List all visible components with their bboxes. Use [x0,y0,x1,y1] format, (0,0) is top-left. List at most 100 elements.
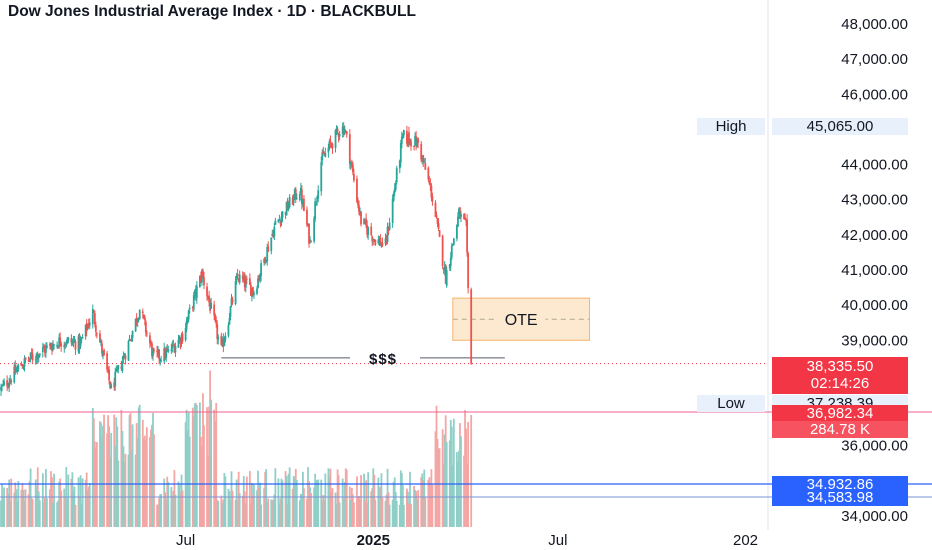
candle-body [187,310,190,320]
candle-body [44,346,47,353]
candle-body [185,320,188,330]
volume-bar [271,500,274,527]
volume-bar [244,503,247,527]
candle-body [359,210,361,212]
candle [143,315,146,326]
candle [158,348,160,364]
candle [363,217,365,225]
candle [127,340,130,362]
candle [57,345,60,349]
volume-bar [428,477,431,527]
candle [7,382,10,389]
volume-bar [209,370,211,527]
candle [408,126,410,148]
candle-body [327,147,330,153]
y-tick-label: 46,000.00 [841,86,908,103]
candle [238,270,241,285]
candle-body [57,346,60,348]
candle-body [217,336,220,340]
candle-body [66,338,69,344]
candle [342,122,345,137]
candle [49,342,51,350]
volume-bar [13,492,16,527]
candle-body [87,323,90,327]
candle-body [443,266,446,271]
volume-bar [329,468,332,527]
candle [249,282,252,297]
candle-body [238,274,241,283]
ote-label: OTE [505,312,538,329]
candle [63,341,66,353]
candle-body [227,324,230,336]
candle-body [127,340,130,361]
candle-body [358,205,360,212]
volume-bar [206,407,208,527]
volume-bar [28,481,31,527]
candle [399,139,402,168]
candle-body [42,345,45,349]
volume-bar [310,492,312,527]
candle-body [323,154,326,156]
candle [370,222,373,237]
volume-bar [436,438,439,527]
candle [335,125,338,136]
volume-bar [286,504,289,527]
candle [46,342,48,349]
volume-bar [293,477,296,527]
candle [394,180,397,192]
x-axis: Jul 2025 Jul 202 [176,532,758,549]
volume-bar [29,468,32,527]
volume-bar [22,490,25,527]
candle-body [401,133,404,138]
candle [106,350,108,373]
volume-bar [21,483,24,527]
volume-bar [315,480,318,527]
candle-body [413,145,415,148]
candle-body [260,263,262,277]
candle [450,242,453,260]
candle [117,364,120,374]
candle [2,379,4,387]
volume-bar [459,423,461,527]
volume-bar [88,482,91,527]
candle [202,268,204,279]
volume-bar [402,504,405,527]
volume-bar [66,498,69,527]
candle-body [103,349,105,356]
ote-zone[interactable]: OTE [452,297,590,341]
candle-body [34,359,37,361]
volume-bar [228,491,231,527]
candle-body [267,246,270,252]
candle [64,342,67,350]
volume-bar [192,415,195,527]
candle [17,363,20,372]
volume-bar [435,405,438,527]
volume-bar [8,479,11,527]
y-tick-label: 43,000.00 [841,192,908,209]
candle-body [386,226,389,243]
candle-body [248,278,251,285]
volume-bar [179,492,182,527]
candle-body [437,222,440,229]
candle [253,290,255,299]
volume-bar [263,487,266,527]
volume-bar [3,487,5,527]
candle-body [173,345,176,353]
volume-bar [38,500,41,527]
volume-bar [208,406,210,527]
candle-body [0,387,2,391]
candle-body [188,307,191,310]
candle [60,341,63,352]
candle [141,308,144,319]
candle [324,147,327,158]
candle-body [243,277,246,288]
candle [171,340,174,353]
volume-bar [130,450,133,527]
candle-body [450,245,453,258]
candle [201,268,203,286]
candle-body [3,381,5,386]
candle [38,353,41,358]
candle-body [206,286,208,297]
candle-body [408,132,410,143]
